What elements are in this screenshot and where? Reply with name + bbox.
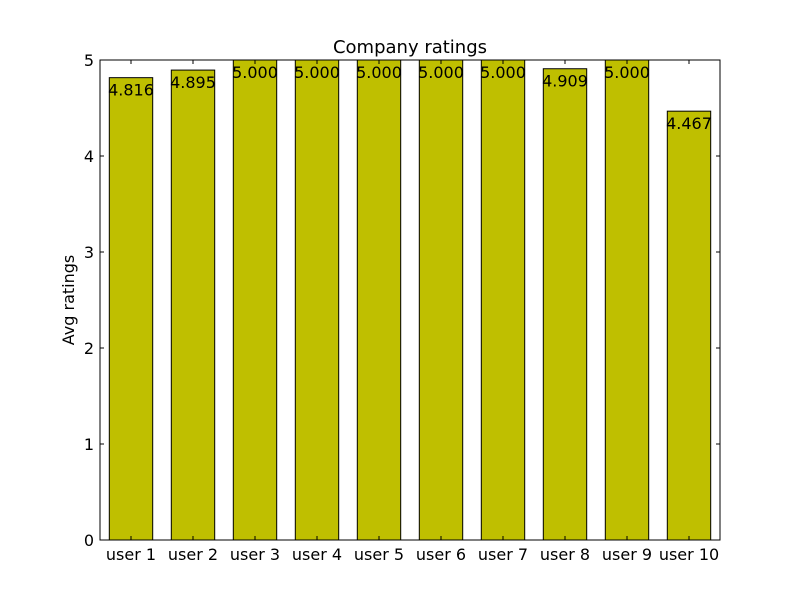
bar: [604, 59, 650, 541]
chart-title: Company ratings: [333, 37, 487, 58]
plot-frame: [99, 59, 721, 541]
y-axis-label: Avg ratings: [59, 255, 78, 345]
ticks-layer: user 1 user 2 user 3 user 4 user 5 user 6 user…: [84, 51, 720, 564]
x-tick-label: user 2: [168, 545, 218, 564]
bar: [542, 68, 588, 541]
y-tick-label: 1: [84, 435, 94, 454]
x-tick-label: user 4: [292, 545, 342, 564]
y-tick-label: 3: [84, 243, 94, 262]
x-tick-label: user 9: [602, 545, 652, 564]
bar: [108, 77, 154, 541]
data-labels-layer: 4.816 4.895 5.000 5.000 5.000 5.000 5.000 4.909…: [108, 63, 712, 133]
data-label: 4.467: [666, 114, 712, 133]
bar: [666, 110, 712, 541]
bar: [480, 59, 526, 541]
data-label: 5.000: [480, 63, 526, 82]
y-tick-label: 5: [84, 51, 94, 70]
data-label: 5.000: [418, 63, 464, 82]
bars-layer: [108, 59, 712, 541]
data-label: 4.909: [542, 72, 588, 91]
x-tick-label: user 1: [106, 545, 156, 564]
bar: [294, 59, 340, 541]
data-label: 4.895: [170, 73, 216, 92]
data-label: 5.000: [604, 63, 650, 82]
x-tick-label: user 3: [230, 545, 280, 564]
bar: [232, 59, 278, 541]
y-tick-label: 2: [84, 339, 94, 358]
x-tick-label: user 10: [659, 545, 719, 564]
bar: [170, 69, 216, 541]
y-tick-label: 4: [84, 147, 94, 166]
data-label: 5.000: [232, 63, 278, 82]
data-label: 4.816: [108, 81, 154, 100]
x-tick-label: user 8: [540, 545, 590, 564]
y-tick-label: 0: [84, 531, 94, 550]
data-label: 5.000: [294, 63, 340, 82]
x-tick-label: user 6: [416, 545, 466, 564]
x-tick-label: user 7: [478, 545, 528, 564]
data-label: 5.000: [356, 63, 402, 82]
bar: [418, 59, 464, 541]
bar: [356, 59, 402, 541]
x-tick-label: user 5: [354, 545, 404, 564]
